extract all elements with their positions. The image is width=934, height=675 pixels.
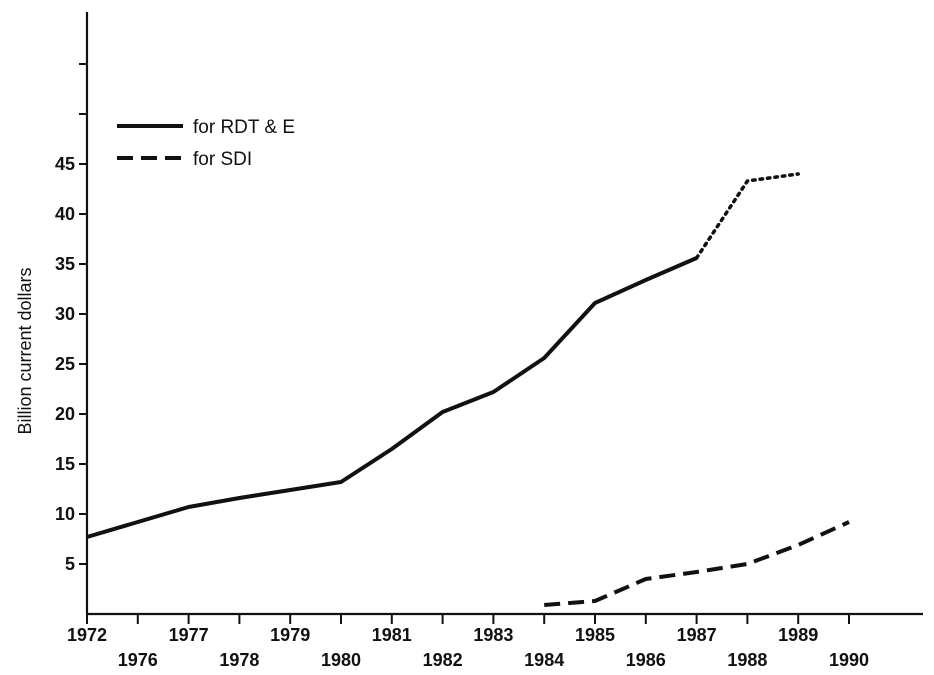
legend-label: for SDI <box>193 149 252 170</box>
x-tick-label: 1981 <box>372 625 412 645</box>
x-tick-label: 1977 <box>169 625 209 645</box>
series-line-sdi <box>544 520 850 607</box>
x-tick-label: 1983 <box>473 625 513 645</box>
x-tick-label: 1980 <box>321 650 361 670</box>
x-tick-label: 1990 <box>829 650 869 670</box>
series-line-rdte <box>86 256 698 539</box>
x-tick-label: 1972 <box>67 625 107 645</box>
axes <box>85 12 923 616</box>
x-tick-label: 1982 <box>423 650 463 670</box>
y-tick-label: 35 <box>55 254 75 274</box>
y-tick-label: 25 <box>55 354 75 374</box>
x-axis-ticks: 1972 1976 1977 1978 1979 1980 1981 1982 1983 1984… <box>67 614 869 670</box>
x-tick-label: 1986 <box>626 650 666 670</box>
series-layer <box>86 172 850 607</box>
y-tick-label: 20 <box>55 404 75 424</box>
x-tick-label: 1987 <box>677 625 717 645</box>
x-tick-label: 1978 <box>219 650 259 670</box>
y-axis-label: Billion current dollars <box>15 267 35 434</box>
legend: for RDT & E for SDI <box>117 117 295 170</box>
x-tick-label: 1988 <box>727 650 767 670</box>
y-tick-label: 10 <box>55 504 75 524</box>
x-tick-label: 1985 <box>575 625 615 645</box>
y-tick-label: 45 <box>55 154 75 174</box>
y-tick-label: 15 <box>55 454 75 474</box>
y-tick-label: 40 <box>55 204 75 224</box>
y-tick-label: 30 <box>55 304 75 324</box>
x-tick-label: 1989 <box>778 625 818 645</box>
series-line-rdte-projection <box>694 172 800 260</box>
x-tick-label: 1984 <box>524 650 564 670</box>
legend-label: for RDT & E <box>193 117 295 138</box>
y-tick-label: 5 <box>65 554 75 574</box>
x-tick-label: 1979 <box>270 625 310 645</box>
x-tick-label: 1976 <box>118 650 158 670</box>
y-axis-ticks: 5 10 15 20 25 30 35 40 45 <box>55 63 87 574</box>
